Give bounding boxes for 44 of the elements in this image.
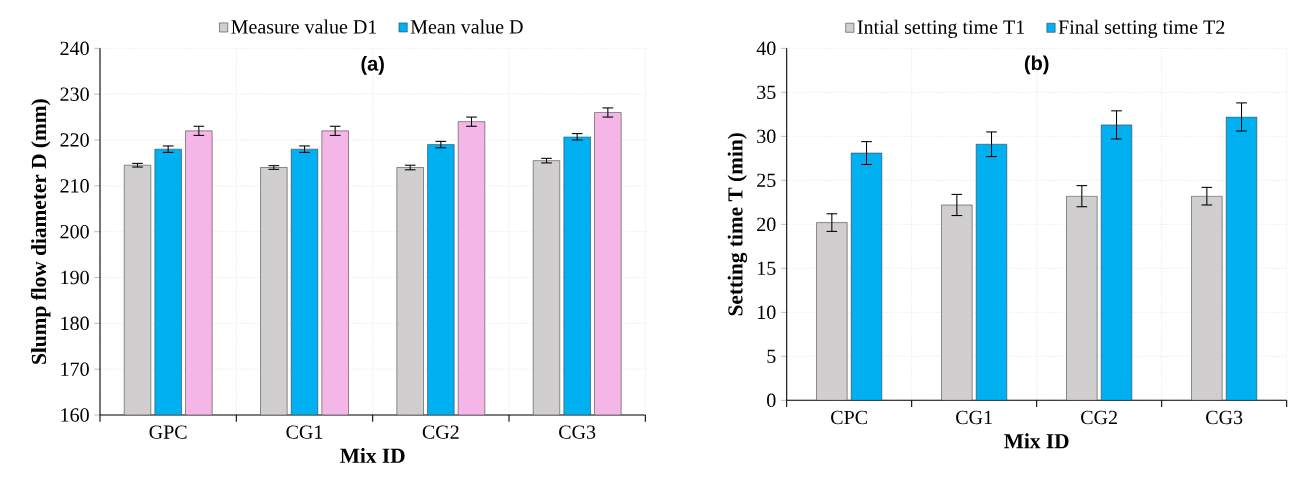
bar [850, 152, 883, 401]
y-tick-label: 170 [61, 362, 89, 376]
y-tick-label: 190 [61, 270, 89, 285]
x-tick-label: GPC [149, 425, 187, 439]
y-tick-label: 25 [757, 173, 776, 188]
x-tick-label: CG3 [1206, 410, 1243, 425]
y-tick-label: 15 [758, 261, 776, 276]
y-tick-label: 40 [756, 41, 776, 56]
y-tick-label: 240 [60, 41, 89, 56]
y-axis-title: Setting time T (min) [727, 133, 748, 316]
y-tick-label: 220 [60, 133, 89, 147]
y-tick-label: 180 [61, 316, 89, 331]
x-axis-title: Mix ID [1004, 433, 1069, 449]
chart-title: (a) [361, 56, 384, 75]
y-tick-label: 160 [61, 408, 89, 422]
legend-label: Mean value D [410, 19, 523, 34]
y-tick-label: 210 [60, 179, 89, 193]
x-tick-label: CG1 [286, 425, 323, 439]
bar [941, 204, 973, 401]
y-tick-label: 200 [60, 224, 89, 239]
x-tick-label: CPC [831, 410, 867, 425]
legend-label: Final setting time T2 [1058, 19, 1225, 39]
bar [975, 143, 1008, 401]
bar [1100, 124, 1133, 401]
bar [1191, 195, 1223, 401]
y-tick-label: 230 [60, 87, 89, 101]
bar [1225, 116, 1258, 401]
legend-label: Measure value D1 [231, 19, 377, 34]
y-tick-label: 5 [767, 349, 776, 363]
bar [1066, 195, 1098, 401]
chart-title: (b) [1024, 55, 1049, 75]
x-axis-title: Mix ID [340, 447, 405, 463]
y-tick-label: 0 [767, 393, 776, 408]
y-axis-title: Slump flow diameter D (mm) [30, 99, 51, 364]
y-tick-label: 30 [757, 129, 776, 144]
y-tick-label: 10 [758, 305, 776, 320]
y-tick-label: 20 [757, 217, 776, 232]
x-tick-label: CG2 [1081, 410, 1117, 425]
bar [816, 222, 848, 401]
y-tick-label: 35 [757, 85, 776, 100]
x-tick-label: CG2 [422, 425, 459, 439]
x-tick-label: CG1 [956, 410, 992, 425]
legend-label: Intial setting time T1 [857, 19, 1025, 39]
x-tick-label: CG3 [559, 425, 596, 439]
